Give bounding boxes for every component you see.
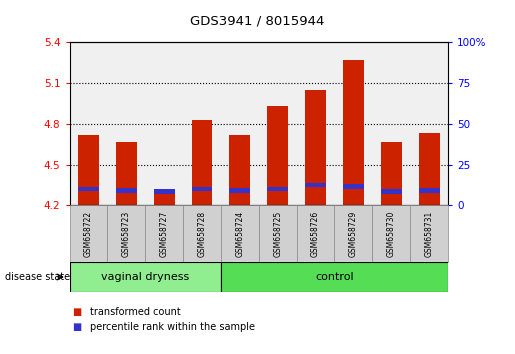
Bar (305, 183, 326, 187)
Bar (70, 205, 107, 262)
Text: GSM658730: GSM658730 (387, 210, 396, 257)
Text: transformed count: transformed count (90, 307, 181, 316)
Bar (183, 205, 221, 262)
Text: GSM658729: GSM658729 (349, 211, 358, 257)
Text: GSM658725: GSM658725 (273, 211, 282, 257)
Bar (221, 205, 259, 262)
Bar (372, 205, 410, 262)
Text: ■: ■ (72, 307, 81, 316)
Bar (297, 205, 335, 262)
Text: GDS3941 / 8015944: GDS3941 / 8015944 (191, 14, 324, 27)
Bar (230, 135, 250, 205)
Bar (221, 262, 448, 292)
Bar (78, 187, 99, 192)
Bar (154, 189, 175, 194)
Text: vaginal dryness: vaginal dryness (101, 272, 190, 282)
Text: GSM658723: GSM658723 (122, 211, 131, 257)
Text: GSM658726: GSM658726 (311, 211, 320, 257)
Text: GSM658728: GSM658728 (198, 211, 207, 257)
Bar (78, 135, 99, 205)
Text: disease state: disease state (5, 272, 70, 282)
Bar (116, 142, 136, 205)
Text: ■: ■ (72, 322, 81, 332)
Text: GSM658731: GSM658731 (425, 211, 434, 257)
Bar (154, 189, 175, 205)
Bar (192, 120, 212, 205)
Bar (343, 60, 364, 205)
Bar (145, 205, 183, 262)
Bar (230, 188, 250, 193)
Bar (267, 187, 288, 192)
Bar (419, 188, 439, 193)
Bar (267, 106, 288, 205)
Bar (116, 188, 136, 193)
Bar (305, 90, 326, 205)
Bar (192, 187, 212, 192)
Bar (381, 189, 402, 194)
Bar (381, 142, 402, 205)
Bar (70, 262, 221, 292)
Bar (335, 205, 372, 262)
Text: GSM658727: GSM658727 (160, 211, 168, 257)
Text: control: control (315, 272, 354, 282)
Bar (343, 184, 364, 189)
Text: GSM658724: GSM658724 (235, 211, 244, 257)
Bar (107, 205, 145, 262)
Text: percentile rank within the sample: percentile rank within the sample (90, 322, 255, 332)
Bar (410, 205, 448, 262)
Bar (259, 205, 297, 262)
Text: GSM658722: GSM658722 (84, 211, 93, 257)
Bar (419, 133, 439, 205)
